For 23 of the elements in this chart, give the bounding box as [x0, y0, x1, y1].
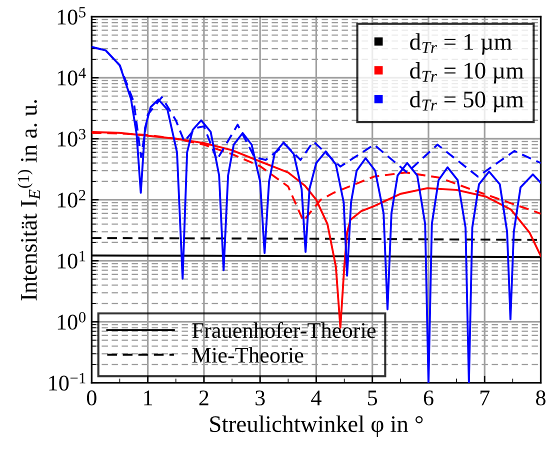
y-tick-label: 10$^{0}$ — [58, 312, 86, 330]
y-tick-label: 10$^{1}$ — [58, 250, 86, 269]
x-tick-label: 4 — [311, 390, 322, 406]
x-tick-label: 8 — [536, 390, 546, 406]
x-tick-label: 2 — [199, 390, 208, 406]
x-tick-label: 5 — [368, 390, 378, 406]
annotation: Frauenhofer-Theorie — [192, 322, 376, 338]
x-axis-title: Streulichtwinkel φ in ° — [210, 415, 423, 437]
legend-label: d$_{Tr}$ = 1 µm — [410, 33, 512, 55]
y-axis-title: Intensität I$_{E}$$^{(1)}$ in a. u. — [18, 100, 40, 300]
legend-label: d$_{Tr}$ = 10 µm — [410, 62, 524, 84]
annotation: Mie-Theorie — [192, 347, 304, 363]
x-tick-label: 7 — [480, 390, 490, 406]
y-tick-label: 10$^{4}$ — [58, 68, 86, 86]
y-tick-label: 10$^{5}$ — [58, 7, 86, 25]
y-tick-label: 10$^{−1}$ — [49, 373, 86, 391]
x-tick-label: 0 — [86, 390, 96, 406]
x-tick-label: 3 — [256, 390, 265, 406]
x-tick-label: 6 — [424, 390, 434, 406]
legend-label: d$_{Tr}$ = 50 µm — [410, 90, 524, 112]
x-tick-label: 1 — [144, 390, 152, 406]
y-tick-label: 10$^{2}$ — [58, 190, 86, 208]
y-tick-label: 10$^{3}$ — [58, 128, 86, 147]
